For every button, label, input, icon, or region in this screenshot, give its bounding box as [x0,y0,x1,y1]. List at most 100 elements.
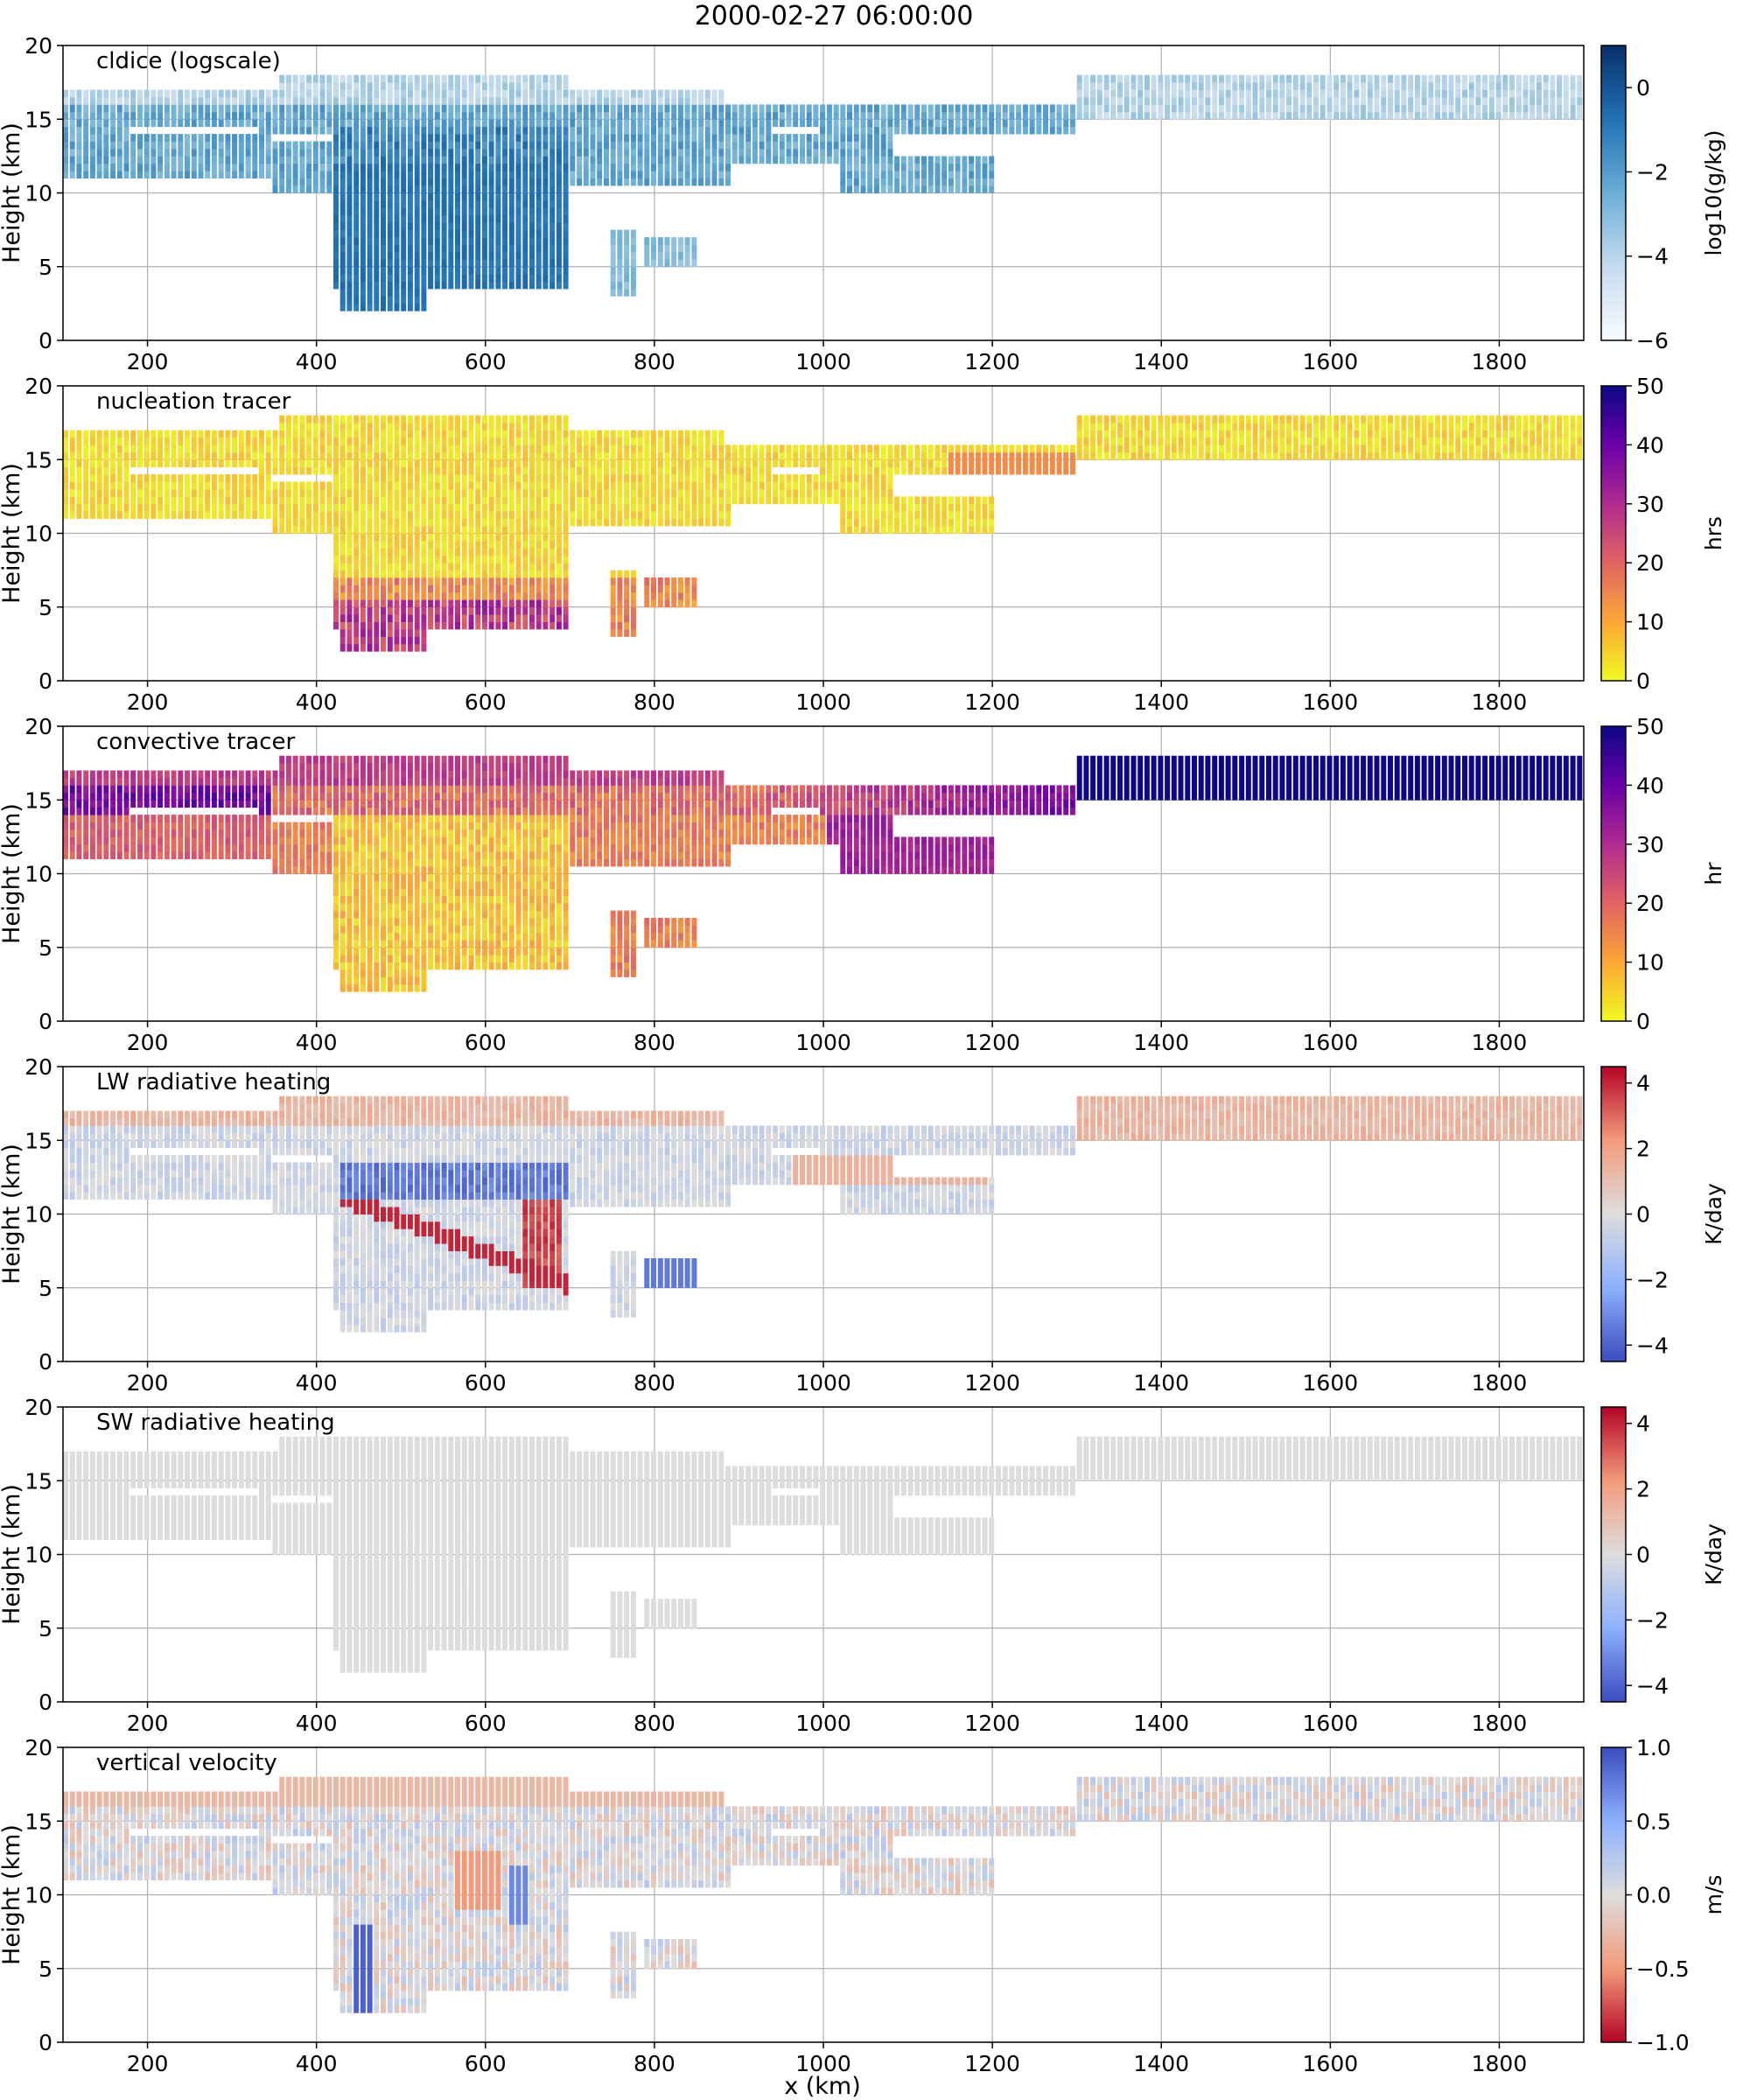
heatmap-cell [110,503,116,512]
heatmap-cell [468,584,474,593]
heatmap-cell [225,156,231,164]
heatmap-cell [218,156,224,164]
heatmap-cell [563,251,569,260]
heatmap-cell [495,259,501,268]
heatmap-cell [617,444,623,453]
heatmap-cell [624,156,630,164]
heatmap-cell [1178,97,1184,105]
heatmap-cell [590,438,596,445]
heatmap-cell [306,518,312,527]
heatmap-cell [421,481,427,490]
heatmap-cell [529,207,535,216]
heatmap-cell [583,496,589,505]
heatmap-cell [577,104,583,113]
heatmap-cell [671,104,677,113]
heatmap-cell [123,156,130,164]
heatmap-cell [550,74,556,83]
heatmap-cell [346,584,353,593]
heatmap-cell [1212,97,1218,105]
heatmap-cell [847,518,852,527]
heatmap-cell [610,178,616,186]
heatmap-cell [779,119,785,128]
heatmap-cell [880,134,886,142]
heatmap-cell [401,489,407,497]
heatmap-cell [279,481,285,490]
heatmap-cell [759,444,765,453]
heatmap-cell [651,489,656,497]
heatmap-cell [319,186,326,193]
heatmap-cell [259,97,264,105]
heatmap-cell [820,134,826,142]
heatmap-cell [401,526,407,534]
heatmap-cell [590,97,596,105]
heatmap-cell [178,438,184,445]
heatmap-cell [867,459,873,468]
heatmap-cell [542,200,549,208]
heatmap-cell [265,452,271,460]
heatmap-cell [597,171,603,178]
heatmap-cell [550,415,556,424]
heatmap-cell [644,111,650,120]
heatmap-cell [455,229,460,238]
heatmap-cell [657,141,663,150]
heatmap-cell [381,438,386,445]
heatmap-cell [752,141,758,150]
heatmap-cell [164,89,170,98]
heatmap-cell [691,578,697,585]
heatmap-cell [610,511,616,519]
heatmap-cell [381,200,386,208]
heatmap-cell [299,119,305,128]
heatmap-cell [577,89,583,98]
heatmap-cell [813,156,819,164]
heatmap-cell [123,474,130,482]
heatmap-cell [238,459,244,468]
heatmap-cell [110,459,116,468]
heatmap-cell [536,74,542,83]
heatmap-cell [326,503,332,512]
heatmap-cell [833,134,839,142]
heatmap-cell [448,171,454,178]
heatmap-cell [746,474,752,482]
heatmap-cell [928,111,934,120]
heatmap-cell [158,444,164,453]
heatmap-cell [164,111,170,120]
heatmap-cell [461,430,467,438]
heatmap-cell [461,621,467,630]
heatmap-cell [394,540,400,549]
heatmap-cell [542,614,549,622]
heatmap-cell [407,186,413,193]
heatmap-cell [1103,97,1110,105]
heatmap-cell [664,511,670,519]
heatmap-cell [1516,111,1522,120]
heatmap-cell [610,134,616,142]
heatmap-cell [637,438,643,445]
heatmap-cell [515,489,522,497]
heatmap-cell [110,481,116,490]
heatmap-cell [455,533,460,542]
heatmap-cell [394,636,400,645]
heatmap-cell [556,163,562,172]
heatmap-cell [1536,82,1542,90]
heatmap-cell [150,452,157,460]
heatmap-cell [793,134,799,142]
heatmap-cell [1266,74,1271,83]
heatmap-cell [488,584,494,593]
heatmap-cell [840,134,846,142]
heatmap-cell [232,474,238,482]
heatmap-cell [536,606,542,615]
heatmap-cell [428,244,434,253]
heatmap-cell [1347,97,1353,105]
heatmap-cell [1090,97,1096,105]
heatmap-cell [346,533,353,542]
heatmap-cell [630,503,636,512]
heatmap-cell [158,148,164,157]
heatmap-cell [495,156,501,164]
heatmap-cell [880,518,886,527]
heatmap-cell [367,74,373,83]
heatmap-cell [630,134,636,142]
heatmap-cell [158,496,164,505]
heatmap-cell [1320,104,1326,113]
heatmap-cell [1536,104,1542,113]
heatmap-cell [711,489,718,497]
heatmap-cell [495,163,501,172]
